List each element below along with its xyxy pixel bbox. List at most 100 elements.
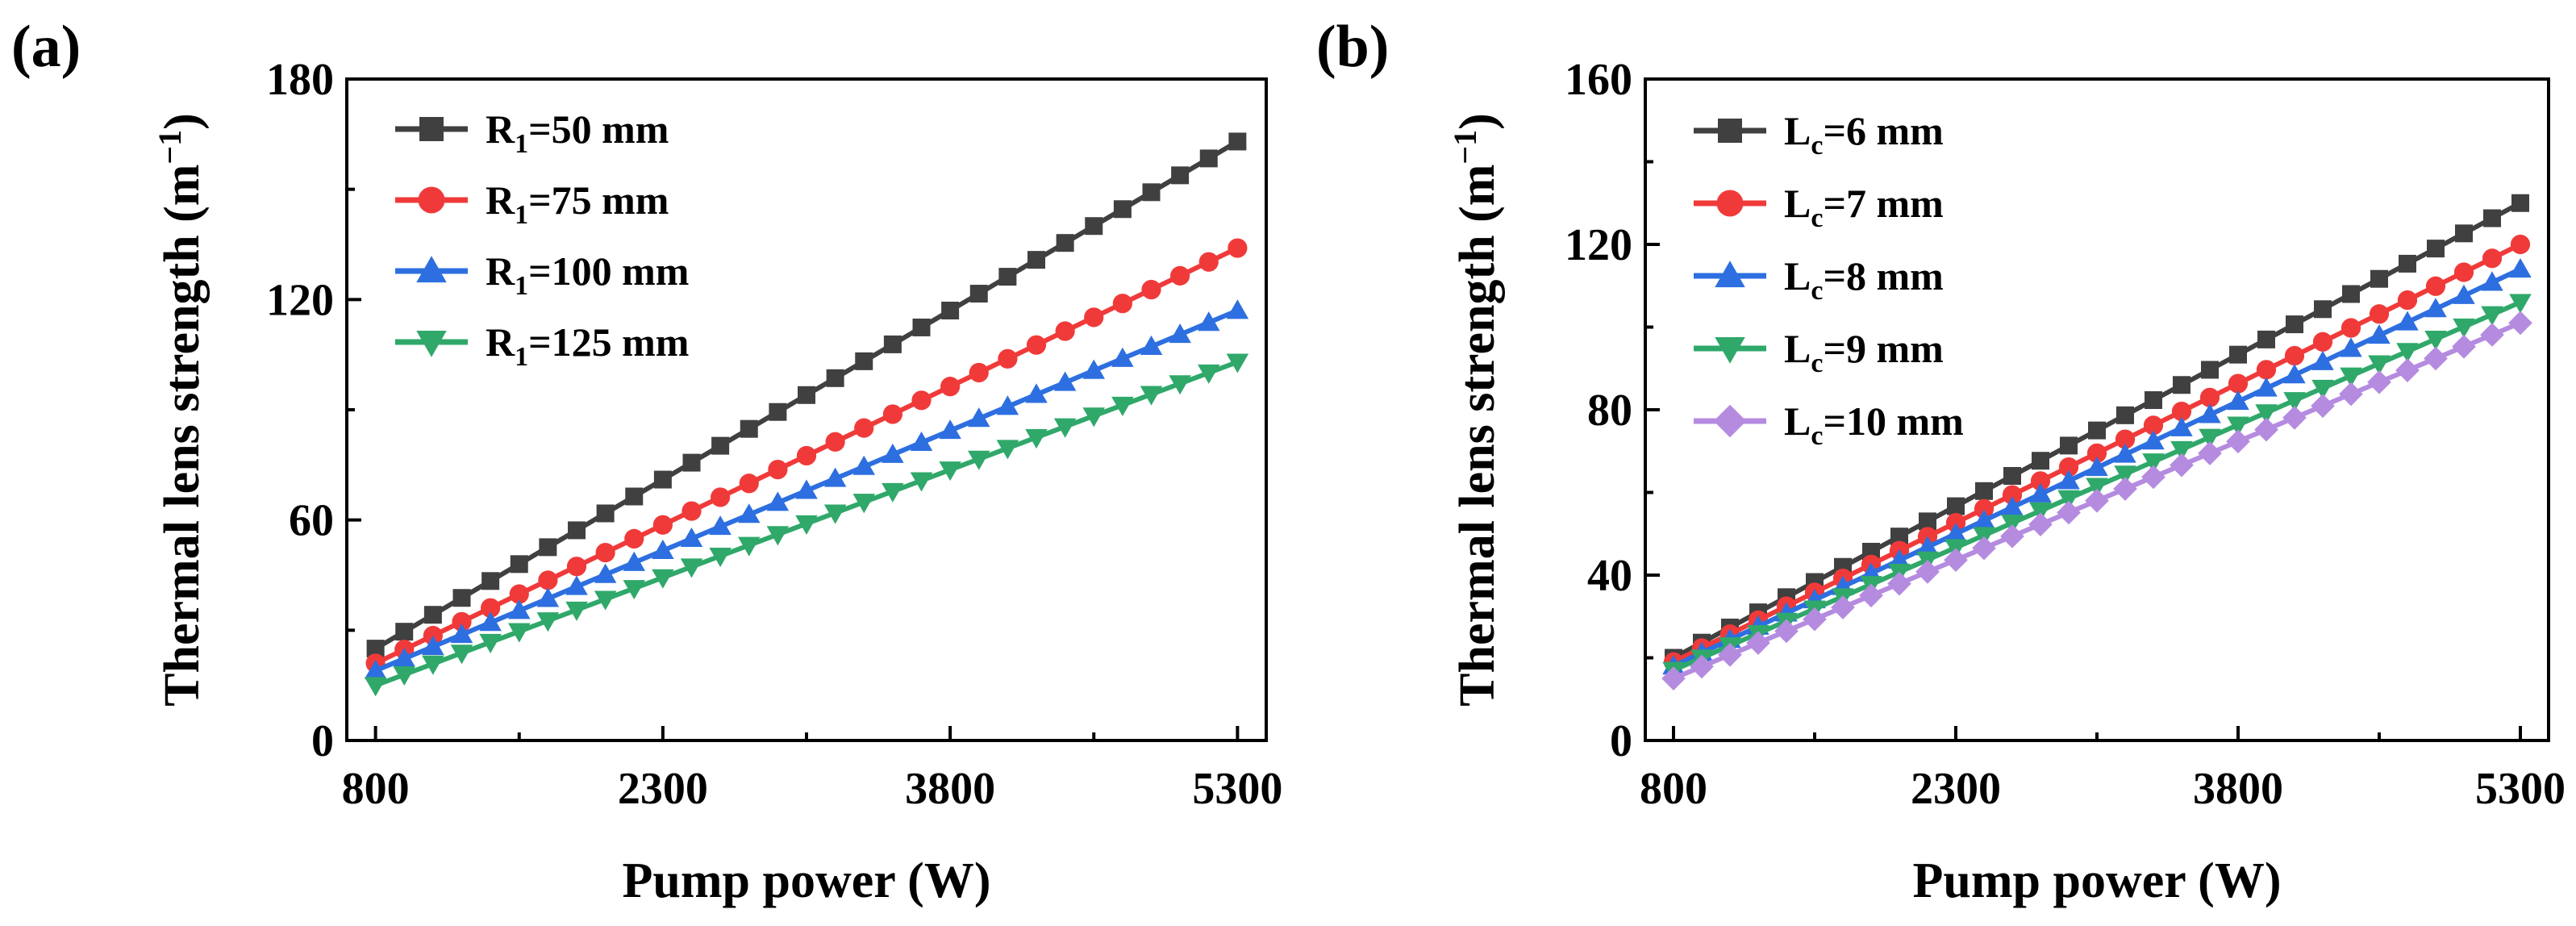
data-point — [481, 572, 500, 590]
data-point — [823, 504, 847, 524]
data-point — [2397, 290, 2418, 311]
data-point — [2508, 311, 2532, 336]
y-axis-title: Thermal lens strength (m−1) — [1447, 113, 1505, 707]
panel-b: (b) 0 40 80 120 160 800 2300 3800 5300 Pump power … — [1316, 14, 2566, 908]
data-point — [1974, 498, 1995, 519]
series-3 — [364, 299, 1249, 679]
data-point — [795, 515, 818, 535]
legend-label: R1=125 mm — [486, 319, 689, 372]
data-point — [566, 557, 587, 577]
data-point — [1055, 321, 1075, 341]
data-point — [623, 551, 645, 571]
data-point — [2085, 488, 2109, 513]
plot-frame — [1644, 77, 2550, 742]
y-tick-label: 180 — [266, 55, 334, 105]
legend-marker — [1715, 261, 1745, 288]
data-point — [2115, 429, 2136, 449]
data-point — [539, 538, 557, 557]
data-point — [596, 504, 615, 523]
data-point — [2482, 248, 2503, 269]
series-5 — [1661, 311, 2532, 690]
data-point — [479, 611, 502, 632]
data-point — [594, 563, 617, 583]
data-point — [2113, 477, 2137, 501]
data-point — [738, 503, 761, 523]
data-point — [2481, 271, 2503, 291]
data-point — [769, 403, 787, 421]
data-point — [682, 501, 702, 521]
data-point — [2425, 276, 2446, 296]
data-point — [1170, 265, 1190, 286]
data-point — [2455, 224, 2473, 243]
data-point — [364, 659, 387, 679]
legend-marker — [419, 117, 444, 141]
legend-marker — [416, 256, 447, 283]
data-point — [1111, 396, 1134, 416]
legend-label: Lc=7 mm — [1784, 181, 1944, 233]
data-point — [1198, 311, 1220, 332]
legend-label: Lc=9 mm — [1784, 326, 1944, 378]
x-tick-label: 2300 — [1911, 764, 2001, 814]
legend-label: R1=50 mm — [486, 106, 669, 159]
data-point — [479, 633, 502, 653]
data-point — [510, 555, 528, 574]
data-point — [1661, 666, 1686, 690]
data-point — [1141, 279, 1161, 300]
y-tick-label: 40 — [1587, 551, 1632, 601]
data-point — [2424, 331, 2447, 351]
data-point — [538, 570, 558, 590]
data-point — [2282, 406, 2307, 430]
data-point — [2199, 428, 2221, 448]
data-point — [2311, 350, 2334, 370]
data-point — [998, 268, 1017, 286]
data-point — [2314, 300, 2332, 319]
data-point — [393, 647, 415, 667]
data-point — [2452, 334, 2476, 359]
data-point — [595, 542, 615, 563]
data-point — [825, 432, 845, 452]
data-point — [2257, 330, 2275, 348]
legend-entry: Lc=10 mm — [1694, 398, 1964, 451]
data-point — [2342, 285, 2360, 303]
data-point — [1975, 482, 1993, 500]
data-point — [2340, 318, 2361, 338]
data-point — [2339, 382, 2363, 407]
data-point — [2424, 346, 2448, 371]
y-tick-label: 120 — [1565, 220, 1632, 270]
data-point — [1085, 217, 1103, 236]
data-point — [2002, 485, 2023, 505]
data-point — [2198, 441, 2222, 465]
legend-entry: Lc=9 mm — [1694, 326, 1944, 378]
data-point — [1916, 536, 1939, 556]
data-point — [2030, 471, 2051, 491]
data-point — [423, 606, 442, 624]
data-point — [2368, 324, 2391, 344]
data-point — [1025, 383, 1048, 403]
data-point — [823, 467, 847, 487]
data-point — [939, 419, 961, 440]
series-3 — [1662, 258, 2532, 675]
data-point — [2396, 311, 2419, 331]
data-point — [2142, 430, 2165, 450]
data-point — [652, 515, 673, 535]
data-point — [680, 558, 703, 578]
data-point — [2399, 254, 2416, 273]
x-axis-title: Pump power (W) — [623, 853, 991, 908]
data-point — [1718, 642, 1742, 667]
data-point — [2058, 457, 2079, 478]
data-point — [1226, 353, 1249, 373]
data-point — [653, 470, 672, 489]
y-tick-label: 80 — [1587, 386, 1632, 436]
data-point — [882, 443, 904, 463]
data-point — [852, 494, 875, 514]
data-point — [2228, 373, 2249, 394]
data-point — [1084, 307, 1104, 327]
data-point — [652, 539, 674, 559]
legend-marker — [1713, 404, 1747, 438]
data-point — [2201, 361, 2219, 379]
data-point — [1198, 364, 1220, 384]
data-point — [1947, 497, 1965, 515]
data-point — [2283, 392, 2306, 412]
data-point — [1199, 149, 1218, 168]
data-point — [939, 461, 961, 482]
